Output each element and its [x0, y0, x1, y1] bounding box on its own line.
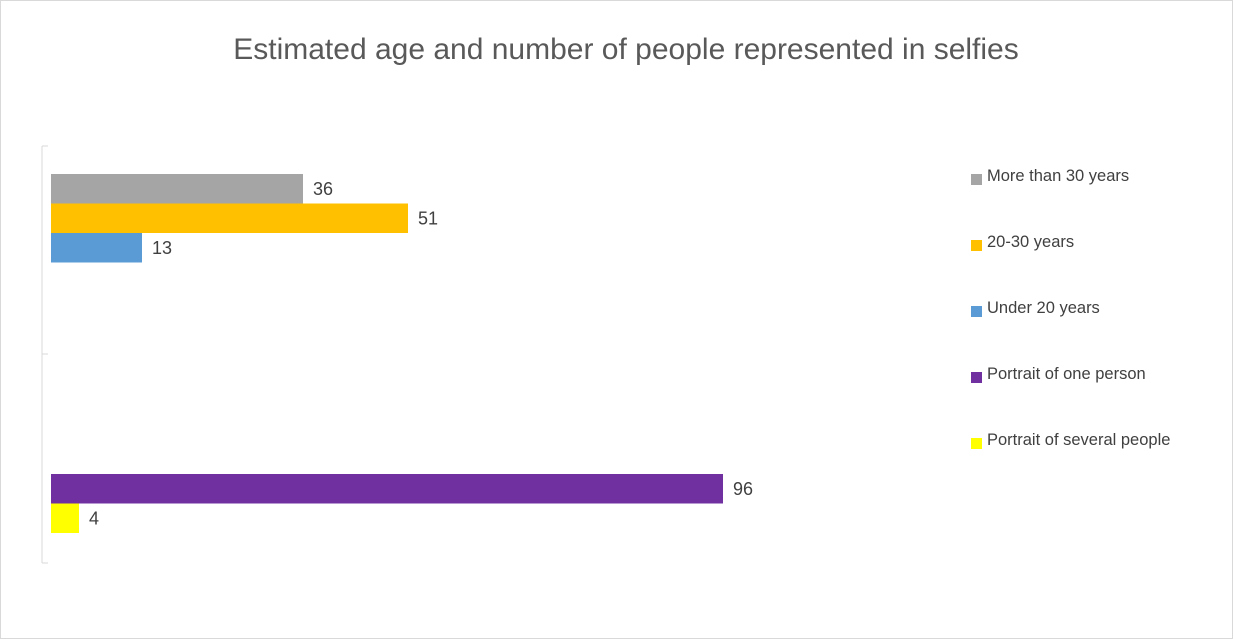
data-label-layer: 36 51 13 96 4: [89, 179, 753, 529]
legend-swatch: [971, 306, 982, 317]
data-label: 4: [89, 508, 99, 528]
category-axis: [41, 145, 48, 564]
bar-under-20-years: [51, 233, 142, 263]
legend-label: Portrait of several people: [987, 431, 1171, 449]
legend-label: More than 30 years: [987, 167, 1130, 185]
data-label: 36: [313, 179, 333, 199]
legend-label: Portrait of one person: [987, 365, 1146, 383]
data-label: 51: [418, 208, 438, 228]
legend-label: Under 20 years: [987, 299, 1100, 317]
legend-item: More than 30 years: [971, 167, 1231, 233]
bar-portrait-of-one-person: [51, 474, 723, 504]
legend-item: 20-30 years: [971, 233, 1231, 299]
data-label: 96: [733, 479, 753, 499]
legend-item: Under 20 years: [971, 299, 1231, 365]
legend: More than 30 years 20-30 years Under 20 ye…: [971, 167, 1231, 497]
bar-portrait-of-several-people: [51, 503, 79, 533]
legend-item: Portrait of several people: [971, 431, 1231, 497]
data-label: 13: [152, 238, 172, 258]
legend-swatch: [971, 240, 982, 251]
bar-layer: [51, 174, 723, 533]
chart-title: Estimated age and number of people repre…: [233, 33, 1019, 66]
bar-20-30-years: [51, 203, 408, 233]
legend-swatch: [971, 174, 982, 185]
legend-label: 20-30 years: [987, 233, 1075, 251]
legend-item: Portrait of one person: [971, 365, 1231, 431]
legend-swatch: [971, 438, 982, 449]
legend-swatch: [971, 372, 982, 383]
bar-more-than-30-years: [51, 174, 303, 204]
